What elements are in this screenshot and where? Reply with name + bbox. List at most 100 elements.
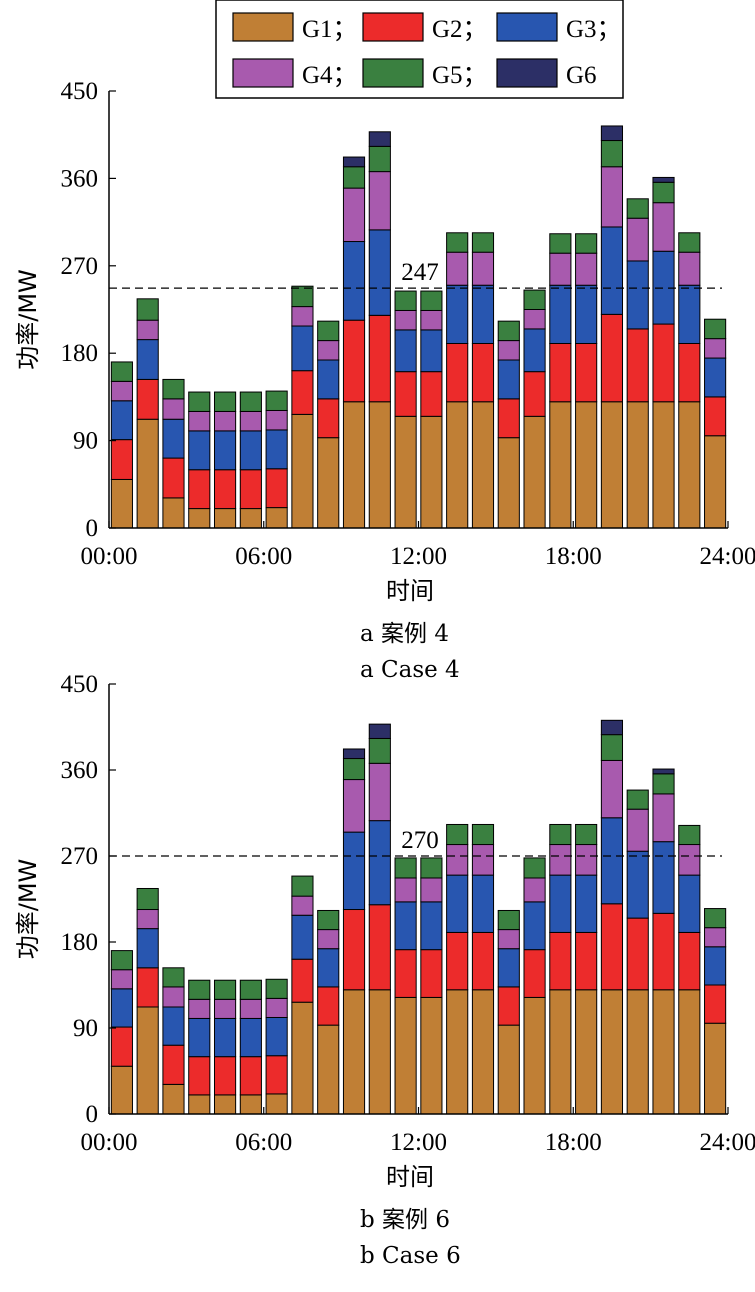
bar-G3-6 — [239, 1017, 262, 1058]
bar-G5-17 — [523, 289, 546, 310]
bar-G5-1 — [110, 361, 133, 382]
y-axis-label: 功率/MW — [14, 859, 42, 960]
bar-G3-19 — [575, 874, 598, 933]
x-tick-label: 00:00 — [81, 543, 138, 570]
bar-G6-11 — [368, 131, 391, 147]
bar-G2-10 — [342, 909, 366, 991]
y-tick-label: 360 — [61, 165, 99, 192]
chart-panel-a: 247 0 90 180 270 360 450 00:00 06:00 12:00 18:00 24… — [14, 78, 755, 683]
bar-G5-24 — [704, 908, 727, 929]
bar-G1-8 — [291, 413, 314, 529]
bar-G5-2 — [136, 298, 159, 321]
bar-G3-20 — [600, 817, 624, 905]
y-tick-label: 180 — [61, 929, 99, 956]
x-tick-label: 18:00 — [545, 543, 602, 570]
bar-G3-4 — [188, 1017, 211, 1058]
bar-G5-5 — [213, 391, 237, 412]
bar-G5-2 — [136, 887, 159, 911]
x-tick-label: 00:00 — [81, 1129, 138, 1156]
bar-G1-11 — [368, 989, 391, 1115]
bar-G2-5 — [213, 469, 237, 510]
bar-G4-10 — [342, 187, 366, 243]
bar-G3-15 — [471, 874, 495, 933]
bar-G3-8 — [291, 914, 314, 960]
bar-G5-12 — [394, 857, 417, 879]
y-axis-label: 功率/MW — [14, 269, 42, 370]
bar-G3-6 — [239, 430, 262, 471]
bar-G2-13 — [420, 371, 443, 417]
bar-G3-23 — [678, 284, 701, 344]
bar-G3-20 — [600, 226, 624, 315]
bar-G4-21 — [626, 808, 649, 852]
bar-G3-18 — [549, 874, 572, 933]
bar-G1-14 — [446, 401, 469, 529]
bar-G4-22 — [652, 793, 675, 843]
bar-G2-10 — [342, 319, 366, 403]
bar-G2-4 — [188, 469, 211, 510]
bar-G4-17 — [523, 877, 546, 903]
bar-G4-20 — [600, 759, 624, 819]
bar-G4-5 — [213, 998, 237, 1019]
bar-G3-15 — [471, 284, 495, 344]
y-tick-label: 90 — [73, 428, 98, 455]
bar-G3-23 — [678, 874, 701, 933]
bar-G5-16 — [497, 909, 520, 931]
bar-G3-16 — [497, 948, 520, 988]
bar-G3-13 — [420, 901, 443, 951]
bar-G2-22 — [652, 323, 675, 403]
bar-G1-18 — [549, 989, 572, 1115]
bar-G3-10 — [342, 831, 366, 911]
bar-G5-8 — [291, 285, 314, 308]
bar-G5-7 — [265, 390, 288, 411]
bar-G2-23 — [678, 342, 701, 403]
bar-G5-24 — [704, 318, 727, 340]
bar-G1-20 — [600, 401, 624, 529]
caption-en: b Case 6 — [360, 1243, 461, 1269]
bar-G4-5 — [213, 410, 237, 432]
bar-G3-22 — [652, 841, 675, 914]
legend: G1； G2； G3； G4； G5； G6 — [215, 0, 624, 99]
bar-G4-15 — [471, 844, 495, 876]
bar-G1-6 — [239, 1094, 262, 1115]
bar-G1-21 — [626, 989, 649, 1115]
bar-G3-7 — [265, 1016, 288, 1057]
bar-G3-5 — [213, 430, 237, 471]
bar-G2-22 — [652, 912, 675, 991]
bar-G5-18 — [549, 823, 572, 846]
legend-label-6: G6 — [566, 62, 597, 89]
bar-G4-13 — [420, 309, 443, 331]
x-tick-label: 06:00 — [235, 543, 292, 570]
bar-G4-18 — [549, 252, 572, 286]
bar-G1-10 — [342, 401, 366, 529]
bar-G5-7 — [265, 978, 288, 999]
bar-G4-17 — [523, 309, 546, 330]
bar-G5-23 — [678, 232, 701, 253]
bar-G3-9 — [317, 948, 340, 988]
bar-G5-20 — [600, 734, 624, 761]
bar-G5-22 — [652, 181, 675, 204]
bar-G5-5 — [213, 979, 237, 1000]
x-tick-label: 12:00 — [390, 543, 447, 570]
bar-G2-9 — [317, 986, 340, 1026]
bar-G2-4 — [188, 1056, 211, 1096]
bar-G2-24 — [704, 396, 727, 437]
y-tick-label: 360 — [61, 757, 99, 784]
bar-G3-18 — [549, 284, 572, 344]
x-axis-label: 时间 — [386, 577, 434, 605]
bar-G4-11 — [368, 762, 391, 822]
bar-G1-8 — [291, 1001, 314, 1115]
bar-G5-20 — [600, 140, 624, 168]
bar-G1-17 — [523, 415, 546, 529]
bar-G2-18 — [549, 342, 572, 403]
bar-G1-22 — [652, 401, 675, 529]
y-tick-label: 180 — [61, 340, 99, 367]
bar-G4-2 — [136, 909, 159, 930]
bar-G4-19 — [575, 844, 598, 876]
bar-G4-16 — [497, 340, 520, 361]
x-tick-label: 24:00 — [700, 1129, 755, 1156]
bar-G4-16 — [497, 929, 520, 950]
bar-G2-11 — [368, 314, 391, 403]
bar-G1-7 — [265, 507, 288, 529]
bar-G5-10 — [342, 758, 366, 781]
y-tick-label: 270 — [61, 843, 99, 870]
